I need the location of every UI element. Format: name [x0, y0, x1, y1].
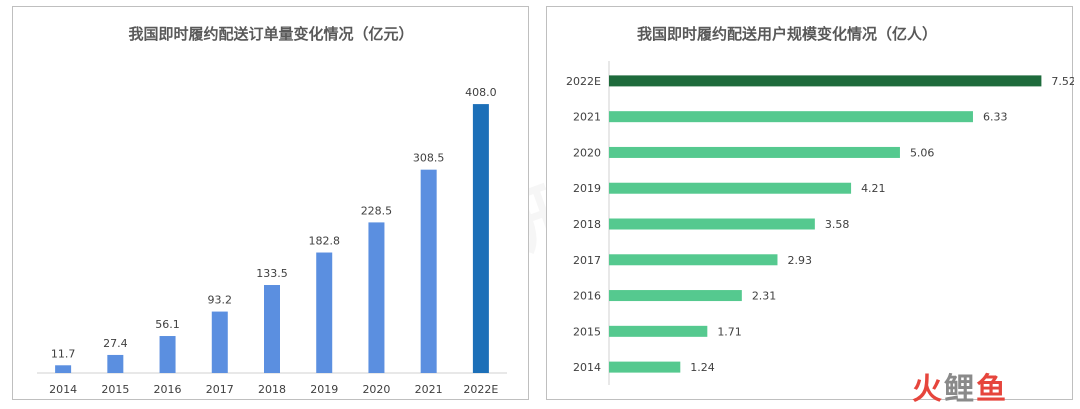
- user-scale-chart-title: 我国即时履约配送用户规模变化情况（亿人）: [637, 25, 937, 43]
- user-scale-chart-panel: 我国即时履约配送用户规模变化情况（亿人） 7.52 2022E 6.33 2021 5.…: [546, 6, 1074, 400]
- data-label-2017: 2.93: [787, 254, 812, 267]
- data-label-2021: 6.33: [983, 111, 1008, 124]
- bar-2021: [609, 111, 973, 123]
- bar-2019: [316, 252, 333, 373]
- y-tick-2015: 2015: [573, 325, 601, 338]
- bar-2019: [609, 182, 852, 194]
- y-tick-2021: 2021: [573, 111, 601, 124]
- data-label-2015: 1.71: [717, 325, 742, 338]
- logo-char-1: 火: [912, 372, 944, 407]
- data-label-2020: 5.06: [910, 146, 935, 159]
- y-tick-2022E: 2022E: [566, 75, 601, 88]
- x-tick-2015: 2015: [101, 383, 129, 396]
- bar-2015: [107, 354, 124, 373]
- order-volume-chart-title: 我国即时履约配送订单量变化情况（亿元）: [128, 25, 413, 43]
- bar-2020: [609, 146, 900, 158]
- bar-2014: [609, 361, 681, 373]
- order-volume-chart: 我国即时履约配送订单量变化情况（亿元） 11.7 2014 27.4 2015 56.1…: [37, 25, 507, 396]
- data-label-2020: 228.5: [361, 204, 393, 217]
- data-label-2019: 182.8: [308, 235, 340, 248]
- bar-2020: [368, 222, 385, 373]
- x-tick-2014: 2014: [49, 383, 77, 396]
- bar-2015: [609, 325, 708, 337]
- x-tick-2022E: 2022E: [463, 383, 498, 396]
- data-label-2014: 1.24: [690, 361, 715, 374]
- y-tick-2014: 2014: [573, 361, 601, 374]
- data-label-2018: 133.5: [256, 267, 288, 280]
- bar-2018: [609, 218, 815, 230]
- x-tick-2016: 2016: [154, 383, 182, 396]
- x-tick-2021: 2021: [415, 383, 443, 396]
- bar-2022E: [472, 104, 489, 373]
- data-label-2021: 308.5: [413, 152, 445, 165]
- data-label-2014: 11.7: [51, 347, 76, 360]
- order-volume-chart-panel: 我国即时履约配送订单量变化情况（亿元） 11.7 2014 27.4 2015 56.1…: [12, 6, 529, 400]
- brand-logo: 火鲤鱼: [912, 364, 1008, 408]
- data-label-2015: 27.4: [103, 337, 128, 350]
- logo-char-3: 鱼: [976, 372, 1008, 407]
- data-label-2022E: 7.52: [1051, 75, 1074, 88]
- bar-2017: [609, 254, 778, 266]
- y-tick-2016: 2016: [573, 290, 601, 303]
- bar-2016: [609, 290, 742, 302]
- y-tick-2020: 2020: [573, 146, 601, 159]
- user-scale-chart: 我国即时履约配送用户规模变化情况（亿人） 7.52 2022E 6.33 2021 5.…: [566, 25, 1074, 385]
- x-tick-2018: 2018: [258, 383, 286, 396]
- y-tick-2017: 2017: [573, 254, 601, 267]
- data-label-2022E: 408.0: [465, 86, 497, 99]
- data-label-2016: 56.1: [155, 318, 180, 331]
- x-tick-2020: 2020: [362, 383, 390, 396]
- logo-char-2: 鲤: [944, 372, 976, 407]
- y-tick-2018: 2018: [573, 218, 601, 231]
- data-label-2018: 3.58: [825, 218, 850, 231]
- bar-2016: [159, 336, 176, 373]
- bar-2021: [420, 169, 437, 373]
- data-label-2019: 4.21: [861, 182, 886, 195]
- data-label-2016: 2.31: [752, 290, 777, 303]
- bar-2014: [55, 365, 72, 373]
- bar-2022E: [609, 75, 1042, 87]
- x-tick-2019: 2019: [310, 383, 338, 396]
- bar-2018: [264, 285, 280, 373]
- x-tick-2017: 2017: [206, 383, 234, 396]
- data-label-2017: 93.2: [208, 294, 233, 307]
- y-tick-2019: 2019: [573, 182, 601, 195]
- bar-2017: [211, 311, 228, 373]
